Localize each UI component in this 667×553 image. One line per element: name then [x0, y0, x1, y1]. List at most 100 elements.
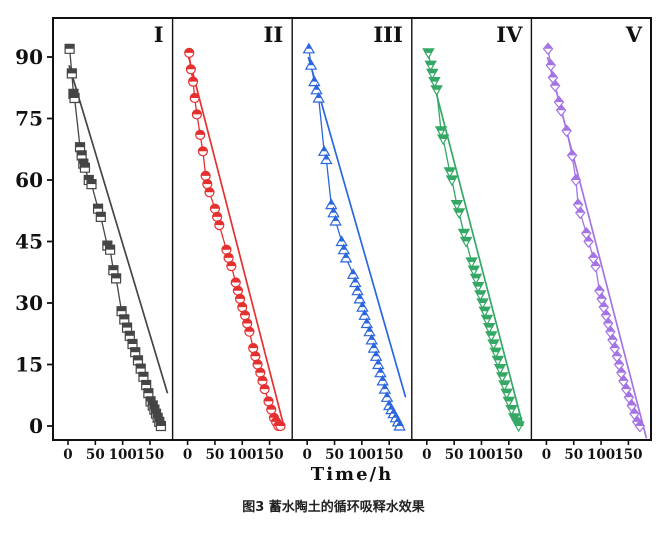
data-point-marker [512, 421, 525, 433]
data-point-marker [69, 92, 80, 104]
data-point-marker [250, 351, 261, 362]
data-point-marker [452, 208, 466, 219]
data-point-marker [376, 374, 389, 386]
x-tick-label: 100 [228, 447, 256, 463]
x-tick-label: 100 [467, 447, 495, 463]
x-tick-label: 0 [542, 447, 551, 463]
data-point-marker [135, 363, 146, 374]
data-point-marker [356, 300, 369, 312]
data-point-marker [482, 323, 496, 334]
y-tick-label: 90 [15, 45, 43, 69]
data-point-marker [465, 257, 478, 269]
data-point-marker [214, 220, 225, 231]
data-point-marker [239, 310, 251, 321]
data-point-marker [369, 350, 383, 361]
data-point-marker [257, 375, 268, 386]
data-point-marker [426, 68, 439, 80]
fit-line [307, 56, 407, 398]
data-point-marker [248, 343, 259, 354]
data-point-marker [202, 179, 213, 190]
data-point-marker [226, 261, 237, 272]
data-point-marker [275, 420, 286, 432]
data-point-marker [197, 146, 209, 157]
data-point-marker [232, 285, 243, 296]
data-point-marker [480, 314, 494, 326]
data-series-line [68, 48, 162, 427]
data-point-marker [502, 396, 516, 408]
data-point-marker [434, 126, 448, 137]
x-tick-label: 150 [495, 447, 523, 463]
fit-line [546, 56, 648, 439]
data-point-marker [372, 358, 385, 370]
data-point-marker [365, 333, 378, 345]
data-point-marker [443, 167, 456, 178]
data-point-marker [436, 134, 450, 146]
x-tick-label: 50 [86, 447, 105, 463]
data-point-marker [450, 200, 464, 211]
x-tick-label: 0 [183, 447, 192, 463]
data-point-marker [187, 76, 199, 87]
data-point-marker [393, 419, 406, 431]
data-point-marker [141, 379, 152, 391]
data-point-marker [457, 228, 471, 240]
data-point-marker [230, 277, 241, 288]
data-point-marker [498, 380, 511, 392]
data-point-marker [234, 293, 246, 304]
data-point-marker [346, 268, 360, 279]
data-point-marker [95, 211, 106, 222]
data-point-marker [191, 109, 202, 120]
data-point-marker [363, 325, 376, 337]
x-tick-label: 150 [256, 447, 284, 463]
data-point-marker [374, 366, 387, 378]
data-point-marker [317, 145, 331, 156]
data-point-marker [184, 47, 195, 58]
x-axis-title: Time/h [310, 464, 394, 485]
data-point-marker [325, 198, 338, 210]
fit-line [427, 60, 524, 427]
panel-label: V [625, 22, 643, 47]
data-point-marker [491, 355, 505, 367]
data-point-marker [561, 124, 572, 138]
fit-line [68, 64, 169, 394]
x-tick-label: 0 [422, 447, 431, 463]
x-tick-label: 50 [206, 447, 225, 463]
data-point-marker [66, 68, 77, 79]
data-point-marker [493, 364, 507, 375]
data-point-marker [79, 162, 91, 173]
x-tick-label: 50 [445, 447, 464, 463]
data-point-marker [302, 42, 316, 54]
data-point-marker [445, 175, 459, 187]
data-point-marker [185, 64, 196, 75]
figure-caption: 图3 蓄水陶土的循环吸释水效果 [242, 500, 425, 515]
data-point-marker [549, 79, 561, 93]
data-point-marker [478, 306, 491, 318]
x-tick-label: 150 [375, 447, 403, 463]
data-point-marker [467, 265, 481, 277]
data-point-marker [545, 58, 557, 72]
data-point-marker [244, 326, 255, 337]
plot-frame [52, 17, 652, 441]
x-tick-label: 100 [587, 447, 615, 463]
data-point-marker [351, 284, 364, 296]
data-point-marker [329, 214, 342, 226]
data-point-marker [252, 359, 263, 370]
data-point-marker [116, 306, 127, 317]
data-point-marker [353, 292, 366, 304]
data-point-marker [242, 318, 253, 329]
y-tick-label: 0 [29, 414, 43, 438]
data-point-marker [108, 265, 119, 276]
panel-label: IV [496, 22, 523, 47]
data-point-marker [590, 259, 601, 273]
data-point-marker [337, 243, 351, 255]
data-point-marker [92, 203, 104, 214]
data-point-marker [310, 83, 323, 95]
y-tick-label: 30 [15, 291, 43, 315]
data-point-marker [459, 236, 473, 248]
x-tick-label: 100 [348, 447, 376, 463]
data-point-marker [474, 290, 487, 301]
x-tick-label: 50 [325, 447, 344, 463]
x-tick-label: 100 [109, 447, 137, 463]
data-point-marker [555, 103, 567, 117]
data-point-marker [312, 91, 325, 103]
